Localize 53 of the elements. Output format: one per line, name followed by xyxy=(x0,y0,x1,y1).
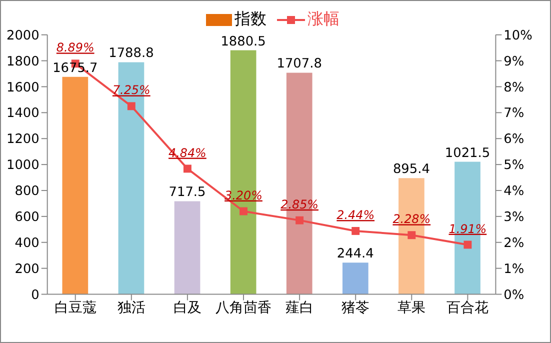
point xyxy=(240,207,248,216)
y-tick-label: 200 xyxy=(14,262,40,277)
data-label: 1.91% xyxy=(448,222,487,236)
point xyxy=(183,164,192,173)
x-tick-label: 独活 xyxy=(117,300,146,316)
x-tick-label: 猪苓 xyxy=(342,300,370,316)
x-tick-label: 薤白 xyxy=(286,300,314,316)
x-tick-label: 草果 xyxy=(398,300,426,316)
point xyxy=(464,240,472,249)
y-tick-label: 1000 xyxy=(6,158,40,174)
data-label: 7.25% xyxy=(112,83,150,98)
point xyxy=(408,231,416,240)
y2-tick-label: 0% xyxy=(504,288,524,303)
y2-tick-label: 7% xyxy=(504,106,524,122)
y2-tick-label: 10% xyxy=(504,28,532,44)
data-label: 2.44% xyxy=(336,208,375,222)
y-tick-label: 1800 xyxy=(6,54,40,70)
data-label: 1880.5 xyxy=(220,34,266,50)
y-tick-label: 1600 xyxy=(6,80,40,96)
bar xyxy=(342,262,368,294)
y2-tick-label: 1% xyxy=(504,262,524,277)
data-label: 244.4 xyxy=(336,246,374,262)
data-label: 1707.8 xyxy=(276,56,322,72)
data-label: 8.89% xyxy=(56,40,94,55)
data-label: 895.4 xyxy=(392,162,430,178)
point xyxy=(352,226,360,235)
y-tick-label: 600 xyxy=(14,210,40,226)
bar xyxy=(174,201,200,294)
legend-label: 涨幅 xyxy=(306,9,340,30)
bar xyxy=(62,76,88,294)
x-tick-label: 百合花 xyxy=(446,300,489,316)
x-tick-label: 白豆蔻 xyxy=(54,300,96,316)
y2-tick-label: 4% xyxy=(504,184,524,200)
x-tick-label: 白及 xyxy=(173,300,202,316)
y-tick-label: 0 xyxy=(31,288,40,303)
y2-tick-label: 3% xyxy=(504,210,524,226)
y-tick-label: 1200 xyxy=(6,132,40,148)
series-label: 指数 xyxy=(234,9,266,30)
data-label: 1788.8 xyxy=(108,46,154,62)
point xyxy=(296,216,304,224)
y-tick-label: 400 xyxy=(14,236,40,251)
data-label: 717.5 xyxy=(168,185,206,200)
data-label: 1021.5 xyxy=(444,146,490,161)
y2-tick-label: 9% xyxy=(504,54,524,70)
y-tick-label: 1400 xyxy=(6,106,40,122)
y-tick-label: 2000 xyxy=(6,28,40,44)
y2-tick-label: 2% xyxy=(504,236,524,251)
y2-tick-label: 6% xyxy=(504,132,524,148)
y2-tick-label: 8% xyxy=(504,80,524,96)
y2-tick-label: 5% xyxy=(504,158,524,174)
point xyxy=(127,102,136,110)
x-tick-label: 八角茴香 xyxy=(216,300,272,316)
y-tick-label: 800 xyxy=(14,184,40,200)
